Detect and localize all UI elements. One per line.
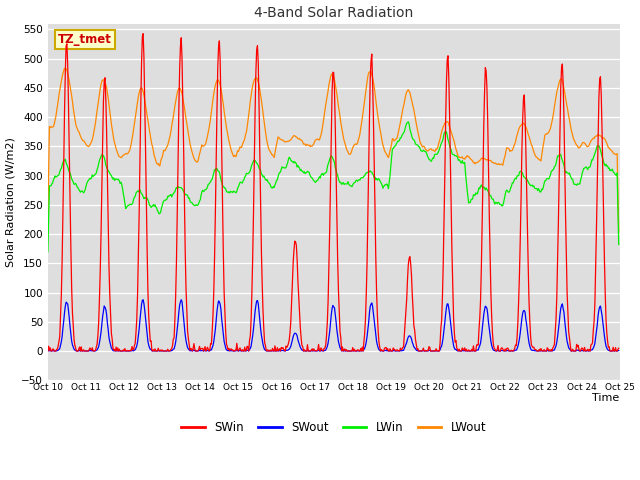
- Y-axis label: Solar Radiation (W/m2): Solar Radiation (W/m2): [6, 137, 15, 267]
- Text: TZ_tmet: TZ_tmet: [58, 33, 112, 46]
- Legend: SWin, SWout, LWin, LWout: SWin, SWout, LWin, LWout: [177, 416, 491, 439]
- X-axis label: Time: Time: [592, 394, 620, 403]
- Title: 4-Band Solar Radiation: 4-Band Solar Radiation: [254, 6, 413, 20]
